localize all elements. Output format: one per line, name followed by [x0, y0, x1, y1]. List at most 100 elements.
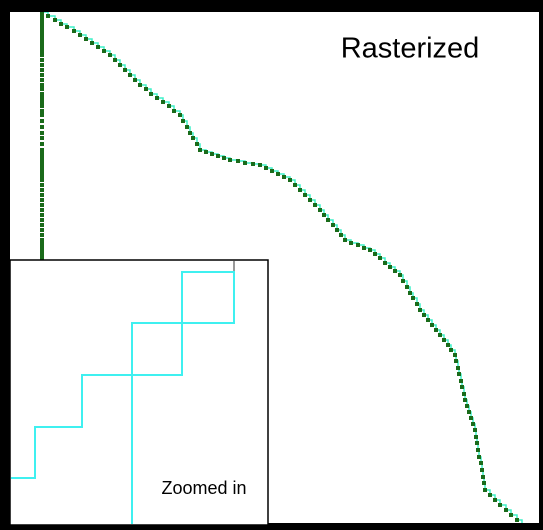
pixel [388, 265, 392, 269]
pixel [459, 379, 463, 383]
pixel [40, 45, 44, 49]
pixel [40, 208, 44, 212]
pixel [493, 498, 497, 502]
pixel [383, 261, 387, 265]
pixel [471, 422, 475, 426]
pixel [40, 96, 44, 100]
pixel [298, 188, 302, 192]
pixel [40, 172, 44, 176]
pixel [40, 252, 44, 256]
pixel [415, 302, 419, 306]
pixel [422, 313, 426, 317]
pixel [479, 461, 483, 465]
pixel [335, 228, 339, 232]
pixel [40, 238, 44, 242]
pixel [40, 37, 44, 41]
pixel [339, 233, 343, 237]
pixel [191, 136, 195, 140]
pixel [463, 398, 467, 402]
pixel [228, 158, 232, 162]
pixel [40, 223, 44, 227]
pixel [288, 178, 292, 182]
pixel [322, 213, 326, 217]
pixel [469, 416, 473, 420]
pixel [40, 175, 44, 179]
pixel [318, 208, 322, 212]
pixel [40, 131, 44, 135]
frame-right [539, 0, 543, 530]
pixel [373, 252, 377, 256]
pixel [40, 100, 44, 104]
pixel [393, 269, 397, 273]
pixel [430, 323, 434, 327]
pixel [326, 218, 330, 222]
pixel [453, 353, 457, 357]
pixel [482, 481, 486, 485]
inset: Zoomed in [9, 259, 269, 526]
pixel [276, 172, 280, 176]
pixel [84, 37, 88, 41]
frame-bottom [0, 523, 543, 530]
pixel [331, 223, 335, 227]
pixel [258, 163, 262, 167]
pixel [40, 188, 44, 192]
pixel [438, 333, 442, 337]
pixel [40, 203, 44, 207]
pixel [40, 233, 44, 237]
inset-step-line [11, 270, 235, 479]
pixel [467, 410, 471, 414]
pixel [483, 488, 487, 492]
pixel [40, 33, 44, 37]
pixel [411, 296, 415, 300]
pixel [378, 256, 382, 260]
pixel [40, 49, 44, 53]
pixel [509, 513, 513, 517]
pixel [480, 468, 484, 472]
pixel [476, 448, 480, 452]
pixel [161, 100, 165, 104]
pixel [149, 92, 153, 96]
pixel [457, 372, 461, 376]
pixel [236, 159, 240, 163]
pixel [172, 109, 176, 113]
pixel [40, 256, 44, 260]
pixel [72, 29, 76, 33]
pixel [460, 385, 464, 389]
pixel [40, 41, 44, 45]
title: Rasterized [341, 33, 480, 65]
pixel [144, 87, 148, 91]
pixel [123, 68, 127, 72]
frame-left [0, 0, 10, 530]
pixel [167, 104, 171, 108]
inset-step-line [131, 272, 235, 524]
pixel [356, 243, 360, 247]
pixel [96, 45, 100, 49]
pixel [40, 183, 44, 187]
pixel [195, 142, 199, 146]
pixel [133, 78, 137, 82]
pixel [40, 83, 44, 87]
pixel [65, 25, 69, 29]
pixel [473, 428, 477, 432]
pixel [40, 109, 44, 113]
pixel [46, 14, 50, 18]
pixel [40, 213, 44, 217]
pixel [313, 203, 317, 207]
inset-caption: Zoomed in [161, 478, 246, 498]
pixel [181, 119, 185, 123]
pixel [118, 63, 122, 67]
pixel [216, 154, 220, 158]
pixel [138, 83, 142, 87]
pixel [349, 241, 353, 245]
pixel [40, 87, 44, 91]
pixel [40, 14, 44, 18]
pixel [40, 166, 44, 170]
pixel [462, 392, 466, 396]
pixel [59, 22, 63, 26]
pixel [113, 58, 117, 62]
pixel [40, 248, 44, 252]
pixel [40, 53, 44, 57]
pixel [40, 218, 44, 222]
pixel [40, 73, 44, 77]
